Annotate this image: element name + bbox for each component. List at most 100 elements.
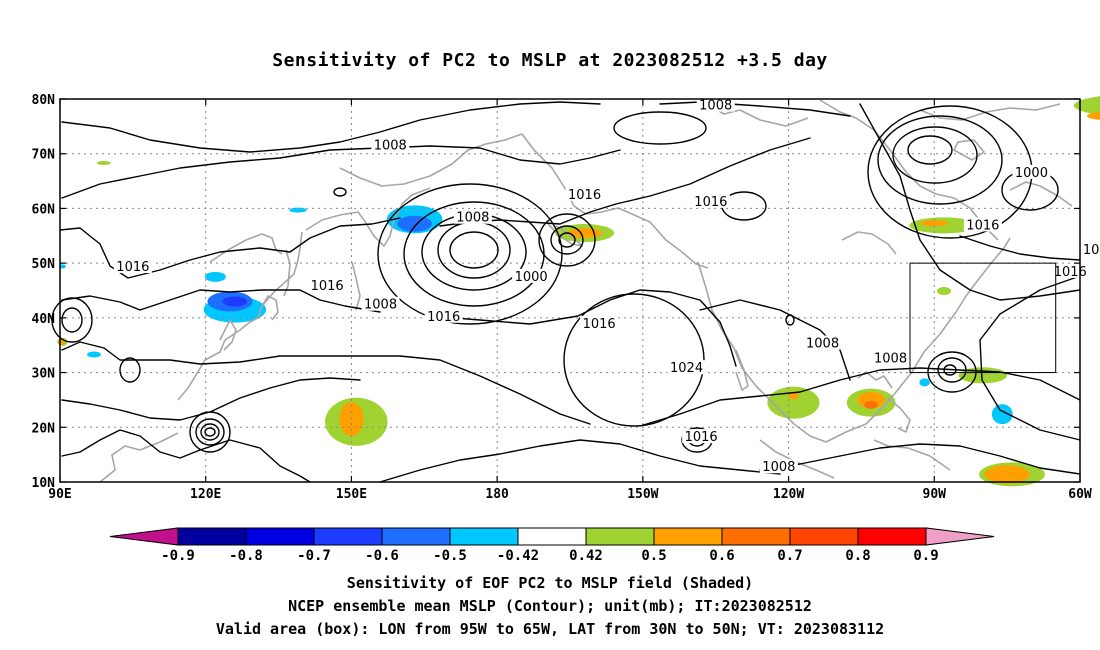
lat-tick-label: 30N: [32, 367, 56, 382]
colorbar-under-arrow: [109, 527, 179, 546]
contour-label: 1008: [1083, 243, 1100, 258]
contour-label: 1008: [806, 337, 839, 352]
footer-line-3: Valid area (box): LON from 95W to 65W, L…: [215, 620, 885, 638]
contour-label: 1016: [311, 279, 344, 294]
colorbar-label: 0.42: [569, 548, 603, 564]
contour-label-bg: [308, 278, 347, 293]
contour-label: 1016: [116, 260, 149, 275]
lat-tick-label: 40N: [32, 312, 56, 327]
lon-tick-label: 150E: [336, 487, 367, 502]
sensitivity-shading: [57, 96, 1100, 487]
contour-label: 1016: [427, 310, 460, 325]
contour-label-bg: [696, 97, 735, 112]
colorbar-label: -0.6: [365, 548, 399, 564]
contour-label-bg: [580, 315, 619, 330]
contour-label: 1008: [456, 211, 489, 226]
colorbar-label: 0.8: [845, 548, 870, 564]
contour-label-bg: [371, 137, 410, 152]
contour-label-bg: [871, 350, 910, 365]
contour-label-bg: [963, 217, 1002, 232]
contour-label: 1008: [364, 298, 397, 313]
contour-label-bg: [113, 258, 152, 273]
contour-label-bg: [1012, 164, 1051, 179]
lat-tick-label: 10N: [32, 476, 56, 491]
sensitivity-blob-pos_042: [767, 386, 820, 419]
colorbar-label: -0.9: [161, 548, 195, 564]
contour-label-bg: [759, 459, 798, 474]
contour-label: 1016: [583, 317, 616, 332]
sensitivity-blob-pos_042: [937, 287, 951, 296]
colorbar-label: -0.5: [433, 548, 467, 564]
lat-tick-label: 80N: [32, 93, 56, 108]
lat-tick-label: 20N: [32, 421, 56, 436]
contour-label: 1016: [966, 218, 999, 233]
colorbar-swatch-neg_08: [245, 527, 315, 546]
lon-tick-label: 120W: [773, 487, 804, 502]
colorbar: -0.9 -0.8 -0.7 -0.6 -0.5 -0.42 0.42 0.5 0.6 0.7 0.…: [109, 527, 995, 564]
contour-label-bg: [361, 296, 400, 311]
colorbar-over-arrow: [925, 527, 995, 546]
sensitivity-blob-neg_05: [919, 378, 930, 387]
footer-line-2: NCEP ensemble mean MSLP (Contour); unit(…: [288, 597, 812, 615]
sensitivity-blob-neg_07: [222, 296, 248, 307]
contour-label: 1016: [694, 195, 727, 210]
contour-label: 1008: [874, 351, 907, 366]
sensitivity-blob-neg_05: [87, 351, 101, 358]
sensitivity-blob-pos_05: [339, 402, 364, 437]
sensitivity-blob-neg_05: [289, 207, 307, 213]
contour-label-bg: [691, 193, 730, 208]
colorbar-swatch-pos_042: [585, 527, 655, 546]
lon-tick-label: 150W: [627, 487, 658, 502]
lon-tick-label: 120E: [190, 487, 221, 502]
sensitivity-blob-neg_06: [397, 215, 432, 232]
lat-tick-label: 50N: [32, 257, 56, 272]
contour-label: 1008: [762, 460, 795, 475]
footer-line-1: Sensitivity of EOF PC2 to MSLP field (Sh…: [346, 574, 754, 592]
sensitivity-blob-pos_05: [920, 220, 949, 227]
contour-label-bg: [682, 429, 721, 444]
contour-label-bg: [453, 209, 492, 224]
colorbar-swatch-neutral: [517, 527, 587, 546]
colorbar-label: -0.7: [297, 548, 331, 564]
colorbar-label: 0.6: [709, 548, 734, 564]
contour-label: 1016: [685, 430, 718, 445]
chart-title: Sensitivity of PC2 to MSLP at 2023082512…: [272, 50, 828, 71]
colorbar-label: -0.8: [229, 548, 263, 564]
colorbar-label: 0.5: [641, 548, 666, 564]
lon-tick-label: 180: [485, 487, 509, 502]
contour-label: 1024: [670, 361, 703, 376]
colorbar-swatch-neg_07: [313, 527, 383, 546]
colorbar-label: 0.7: [777, 548, 802, 564]
lon-tick-label: 90E: [48, 487, 71, 502]
contour-label: 1008: [374, 139, 407, 154]
contour-label-bg: [667, 360, 706, 375]
sensitivity-blob-pos_05: [984, 465, 1030, 484]
contour-label-bg: [1080, 242, 1100, 257]
sensitivity-blob-pos_05: [1086, 112, 1100, 120]
colorbar-label: 0.9: [913, 548, 938, 564]
contour-label-bg: [565, 186, 604, 201]
map-frame: [59, 98, 1081, 483]
sensitivity-blob-pos_042: [96, 161, 111, 166]
colorbar-swatch-neg_09: [177, 527, 247, 546]
contour-label: 1016: [568, 188, 601, 203]
contour-label: 1000: [1015, 166, 1048, 181]
lon-tick-label: 90W: [923, 487, 947, 502]
sensitivity-blob-neg_05: [991, 404, 1013, 425]
sensitivity-blob-pos_06: [864, 400, 879, 409]
colorbar-swatch-neg_05: [449, 527, 519, 546]
lat-tick-label: 70N: [32, 148, 56, 163]
contour-label-bg: [803, 335, 842, 350]
contour-label: 1000: [515, 270, 548, 285]
contour-label: 1016: [1054, 265, 1087, 280]
sensitivity-blob-pos_05: [857, 391, 886, 408]
map-axes: 90E 120E 150E 180 150W 120W 90W 60W 10N 20N 30N 40N…: [32, 93, 1092, 502]
colorbar-swatch-pos_05: [653, 527, 723, 546]
contour-label: 1008: [699, 99, 732, 114]
colorbar-label: -0.42: [497, 548, 539, 564]
contour-labels: 1008 1008 1016 1016 1008 1016 1016 1000 1008 1016…: [113, 97, 1100, 475]
colorbar-swatch-pos_07: [789, 527, 859, 546]
colorbar-swatch-pos_08: [857, 527, 927, 546]
valid-area-box: [909, 262, 1057, 374]
